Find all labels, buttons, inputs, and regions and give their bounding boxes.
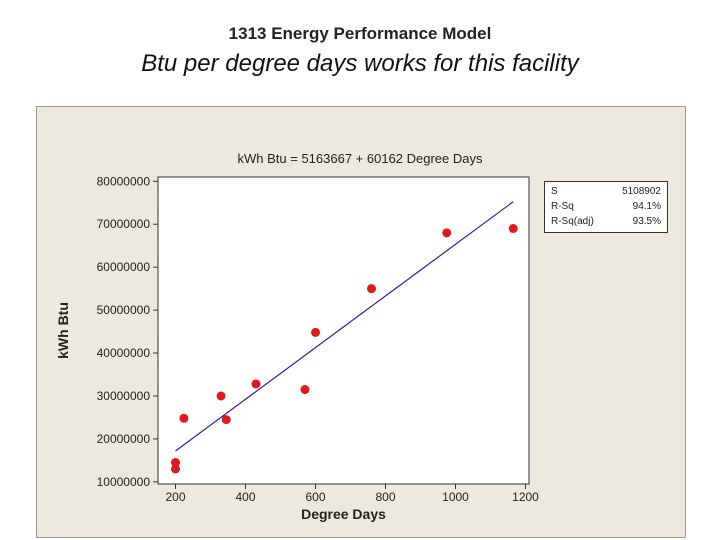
data-point [171,458,180,468]
y-tick-label: 80000000 [97,174,151,188]
data-point [442,228,452,238]
stats-row-rsq-adj: R-Sq(adj) 93.5% [551,214,661,229]
y-tick-label: 40000000 [97,346,151,360]
y-tick-label: 10000000 [97,475,151,489]
y-tick-label: 70000000 [97,217,151,231]
chart-title: 1313 Energy Performance Model [228,24,492,43]
stats-value: 5108902 [622,186,661,197]
plot-area [157,176,530,485]
x-tick-label: 600 [305,490,325,504]
data-point [367,284,376,294]
x-tick-label: 1000 [442,490,469,504]
stats-row-s: S 5108902 [551,184,661,199]
slide-title: Btu per degree days works for this facil… [141,50,579,77]
y-tick-label: 30000000 [97,389,151,403]
y-tick-label: 60000000 [97,260,151,274]
stats-label: R-Sq(adj) [551,216,594,227]
stats-value: 94.1% [632,201,661,212]
regression-equation: kWh Btu = 5163667 + 60162 Degree Days [238,151,483,166]
data-point [300,385,310,395]
data-point [216,391,226,401]
stats-row-rsq: R-Sq 94.1% [551,199,661,214]
data-point [221,415,231,425]
data-point [251,379,261,389]
stats-label: R-Sq [551,201,574,212]
x-tick-label: 200 [165,490,185,504]
data-point [171,464,180,474]
y-axis-label: kWh Btu [55,302,71,359]
y-tick-label: 50000000 [97,303,151,317]
data-point [508,224,518,234]
data-point [179,413,189,423]
data-point [311,327,320,337]
x-tick-label: 800 [375,490,395,504]
stats-label: S [551,186,558,197]
regression-line [175,201,514,452]
x-tick-label: 1200 [512,490,539,504]
regression-stats-box: S 5108902 R-Sq 94.1% R-Sq(adj) 93.5% [544,181,668,233]
x-axis-label: Degree Days [301,506,386,522]
y-tick-label: 20000000 [97,432,151,446]
stats-value: 93.5% [632,216,661,227]
x-tick-label: 400 [235,490,255,504]
